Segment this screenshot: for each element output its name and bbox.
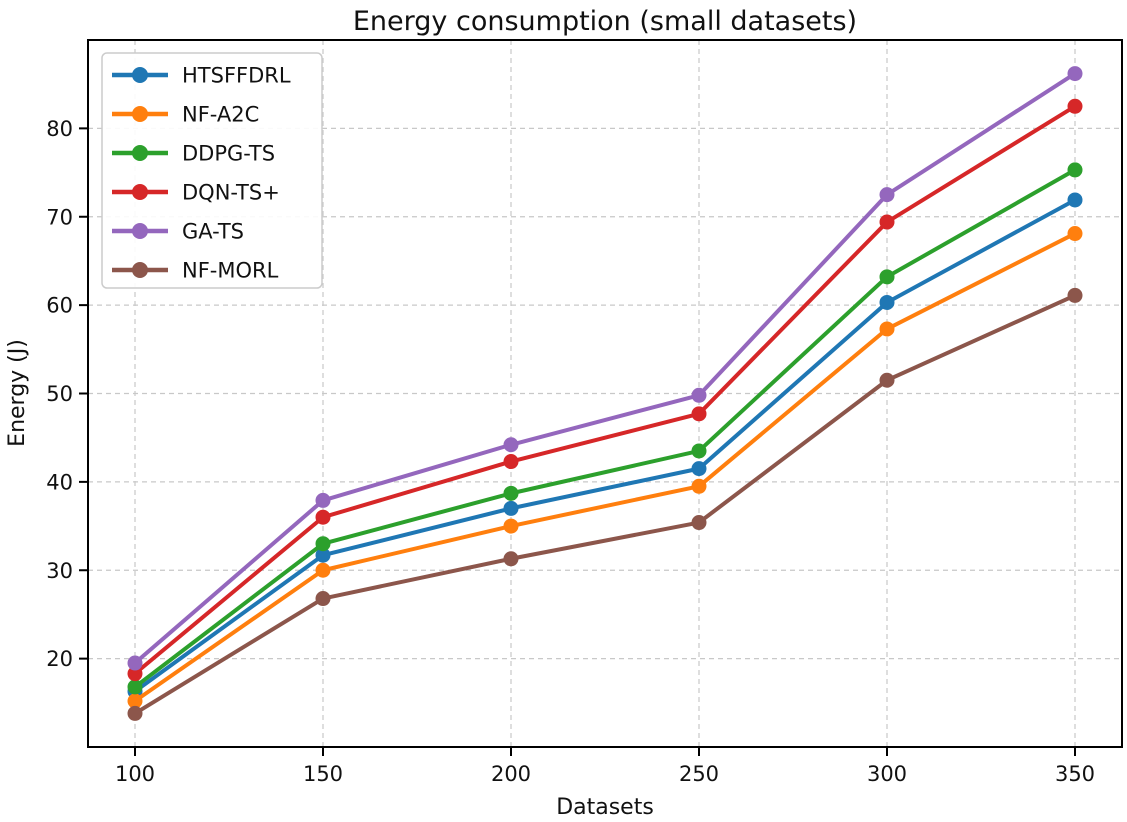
- series-marker-NF-A2C: [879, 321, 895, 337]
- y-tick-label: 60: [46, 294, 73, 318]
- y-tick-label: 40: [46, 470, 73, 494]
- y-axis-label: Energy (J): [5, 339, 30, 447]
- series-marker-HTSFFDRL: [315, 547, 331, 563]
- series-marker-DQN-TS+: [691, 406, 707, 422]
- legend-label-GA-TS: GA-TS: [182, 220, 244, 244]
- series-line-NF-MORL: [133, 293, 1077, 716]
- series-marker-NF-MORL: [315, 591, 331, 607]
- x-tick-label: 100: [115, 762, 155, 786]
- series-marker-DDPG-TS: [879, 269, 895, 285]
- series-marker-DQN-TS+: [127, 666, 143, 682]
- series-marker-DQN-TS+: [1067, 98, 1083, 114]
- y-tick-label: 70: [46, 205, 73, 229]
- series-marker-NF-A2C: [503, 518, 519, 534]
- series-line-HTSFFDRL: [133, 197, 1077, 694]
- legend-sample-marker: [132, 223, 148, 239]
- series-marker-NF-MORL: [127, 705, 143, 721]
- chart-title: Energy consumption (small datasets): [353, 6, 857, 37]
- legend-sample-marker: [132, 67, 148, 83]
- x-tick-label: 300: [867, 762, 907, 786]
- series-marker-NF-A2C: [315, 562, 331, 578]
- legend-sample-marker: [132, 145, 148, 161]
- series-marker-NF-MORL: [503, 551, 519, 567]
- axis-frame: [87, 39, 1123, 748]
- series-marker-NF-MORL: [691, 515, 707, 531]
- series-marker-DQN-TS+: [879, 214, 895, 230]
- series-line-DQN-TS+: [133, 104, 1077, 676]
- x-tick-label: 250: [679, 762, 719, 786]
- series-marker-NF-MORL: [1067, 287, 1083, 303]
- series-line-DDPG-TS: [133, 167, 1077, 689]
- series-marker-NF-MORL: [879, 372, 895, 388]
- legend-sample-marker: [132, 262, 148, 278]
- y-tick-label: 80: [46, 117, 73, 141]
- series-marker-GA-TS: [691, 387, 707, 403]
- series-marker-HTSFFDRL: [1067, 192, 1083, 208]
- series-marker-GA-TS: [1067, 66, 1083, 82]
- series-marker-NF-A2C: [127, 693, 143, 709]
- series-marker-HTSFFDRL: [879, 294, 895, 310]
- x-axis-label: Datasets: [556, 795, 654, 820]
- series-marker-GA-TS: [503, 437, 519, 453]
- legend-label-DQN-TS+: DQN-TS+: [182, 181, 280, 205]
- plot-area: 100 150 200 250 300 350 20 30 40 50 60 70 80 HTSFFDRL…: [46, 39, 1123, 786]
- x-tick-label: 200: [491, 762, 531, 786]
- series-marker-DDPG-TS: [503, 485, 519, 501]
- series-marker-DDPG-TS: [1067, 162, 1083, 178]
- x-tick-label: 350: [1055, 762, 1095, 786]
- series-marker-HTSFFDRL: [691, 461, 707, 477]
- series-marker-NF-A2C: [1067, 226, 1083, 242]
- series-marker-GA-TS: [879, 187, 895, 203]
- series-marker-NF-A2C: [691, 478, 707, 494]
- series-marker-GA-TS: [315, 492, 331, 508]
- legend-label-DDPG-TS: DDPG-TS: [182, 142, 275, 166]
- series-marker-DQN-TS+: [315, 509, 331, 525]
- legend-label-NF-A2C: NF-A2C: [182, 103, 259, 127]
- legend-box: [101, 52, 323, 289]
- y-tick-label: 50: [46, 382, 73, 406]
- series-marker-DQN-TS+: [503, 454, 519, 470]
- series-line-NF-A2C: [133, 231, 1077, 704]
- legend-sample-marker: [132, 184, 148, 200]
- legend-label-NF-MORL: NF-MORL: [182, 259, 279, 283]
- y-tick-label: 30: [46, 559, 73, 583]
- series-marker-DDPG-TS: [315, 536, 331, 552]
- series-line-GA-TS: [133, 71, 1077, 666]
- legend-label-HTSFFDRL: HTSFFDRL: [182, 64, 291, 88]
- series-marker-HTSFFDRL: [503, 500, 519, 516]
- series-marker-GA-TS: [127, 655, 143, 671]
- x-tick-label: 150: [303, 762, 343, 786]
- y-tick-label: 20: [46, 647, 73, 671]
- legend-sample-marker: [132, 106, 148, 122]
- series-marker-DDPG-TS: [127, 679, 143, 695]
- series-marker-DDPG-TS: [691, 443, 707, 459]
